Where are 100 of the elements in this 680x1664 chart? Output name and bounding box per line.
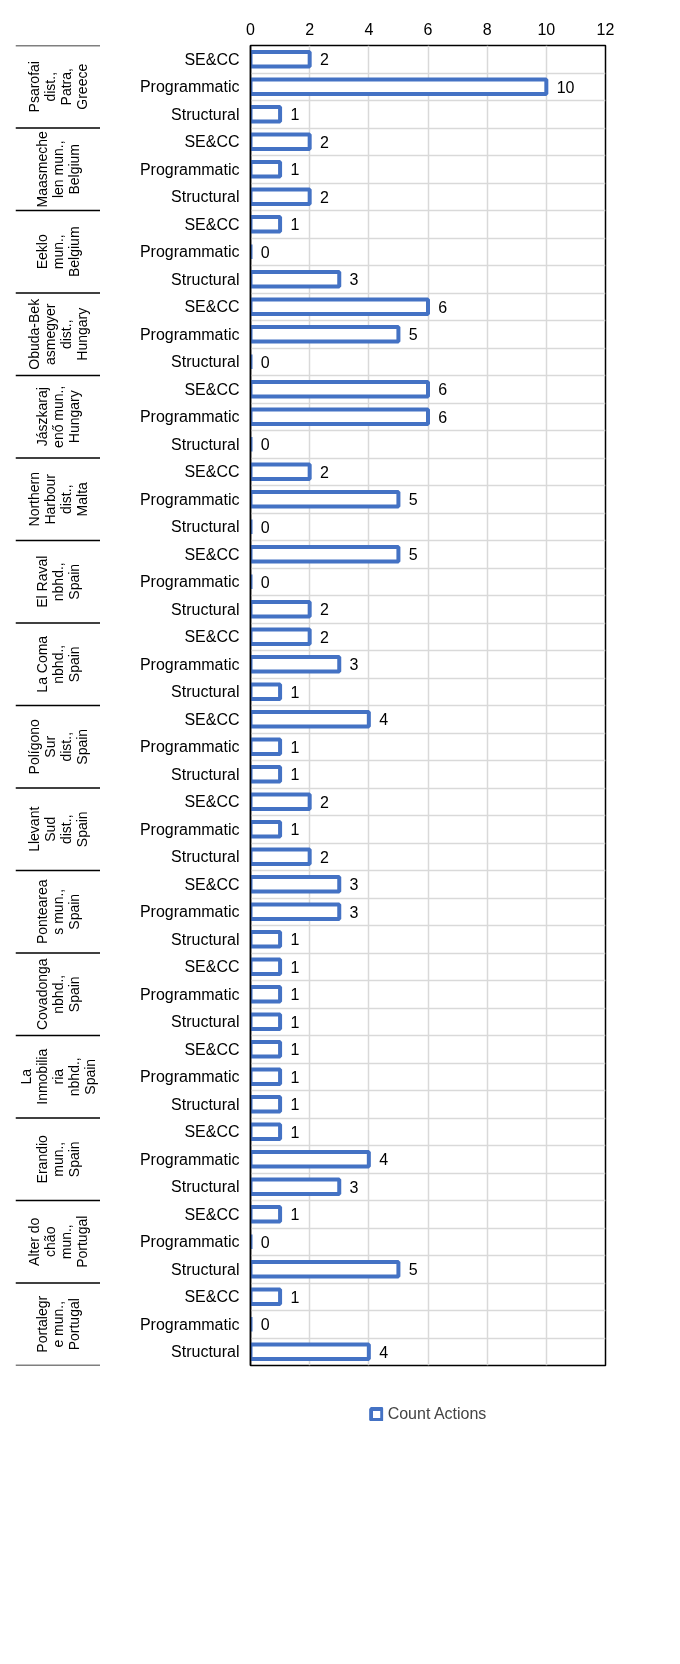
y-tick-label: Structural: [171, 1178, 240, 1196]
data-label: 2: [320, 601, 330, 619]
text: La Inmobiliaria nbhd., Spain: [18, 1048, 98, 1105]
y-tick-label: Programmatic: [139, 78, 240, 96]
data-label: 6: [438, 298, 448, 316]
data-label: 1: [290, 958, 300, 976]
x-tick-label: 8: [482, 20, 492, 38]
data-label: 0: [260, 353, 270, 371]
y-tick-label: Programmatic: [139, 160, 240, 178]
y-tick-label: Structural: [171, 1343, 240, 1361]
y-tick-label: SE&CC: [184, 1123, 240, 1141]
data-label: 0: [260, 518, 270, 536]
text: Covadonga nbhd., Spain: [34, 958, 82, 1031]
data-label: 6: [438, 381, 448, 399]
data-label: 0: [260, 436, 270, 454]
y-tick-label: Programmatic: [139, 985, 240, 1003]
data-label: 1: [290, 216, 300, 234]
data-label: 1: [290, 1206, 300, 1224]
text: Alter do chão mun., Portugal: [26, 1215, 90, 1268]
y-tick-label: Structural: [171, 1095, 240, 1113]
data-label: 1: [290, 766, 300, 784]
data-label: 1: [290, 1041, 300, 1059]
data-label: 1: [290, 1288, 300, 1306]
data-label: 1: [290, 821, 300, 839]
x-tick-label: 10: [537, 20, 556, 38]
x-tick-label: 2: [305, 20, 315, 38]
data-label: 0: [260, 243, 270, 261]
text: Ponteareas mun., Spain: [34, 879, 82, 945]
y-tick-label: SE&CC: [184, 1205, 240, 1223]
data-label: 0: [260, 573, 270, 591]
y-tick-label: SE&CC: [184, 50, 240, 68]
y-tick-label: Programmatic: [139, 1233, 240, 1251]
data-label: 4: [379, 711, 389, 729]
y-tick-label: SE&CC: [184, 1040, 240, 1058]
y-tick-label: Structural: [171, 1260, 240, 1278]
data-label: 3: [349, 656, 359, 674]
data-label: 5: [408, 326, 418, 344]
y-tick-label: Programmatic: [139, 1068, 240, 1086]
data-label: 1: [290, 683, 300, 701]
data-label: 3: [349, 1178, 359, 1196]
y-tick-label: Structural: [171, 848, 240, 866]
data-label: 1: [290, 161, 300, 179]
y-tick-label: Structural: [171, 765, 240, 783]
data-label: 1: [290, 931, 300, 949]
data-label: 3: [349, 876, 359, 894]
text: Erandio mun., Spain: [34, 1134, 82, 1184]
data-label: 5: [408, 1261, 418, 1279]
y-tick-label: Structural: [171, 353, 240, 371]
data-label: 2: [320, 188, 330, 206]
y-tick-label: Programmatic: [139, 573, 240, 591]
y-tick-label: Structural: [171, 600, 240, 618]
data-label: 5: [408, 546, 418, 564]
text: Jászkarajenő mun., Hungary: [34, 385, 82, 448]
y-tick-label: Structural: [171, 930, 240, 948]
y-tick-label: SE&CC: [184, 133, 240, 151]
text: Portalegre mun., Portugal: [34, 1295, 82, 1353]
y-tick-label: SE&CC: [184, 463, 240, 481]
data-label: 1: [290, 106, 300, 124]
data-label: 1: [290, 738, 300, 756]
data-label: 1: [290, 1096, 300, 1114]
y-tick-label: Structural: [171, 435, 240, 453]
y-tick-label: SE&CC: [184, 628, 240, 646]
data-label: 2: [320, 848, 330, 866]
data-label: 4: [379, 1343, 389, 1361]
y-tick-label: Programmatic: [139, 738, 240, 756]
data-label: 2: [320, 51, 330, 69]
y-tick-label: SE&CC: [184, 958, 240, 976]
data-label: 2: [320, 628, 330, 646]
y-tick-label: SE&CC: [184, 380, 240, 398]
x-tick-label: 12: [596, 20, 615, 38]
data-label: 2: [320, 133, 330, 151]
y-tick-label: SE&CC: [184, 545, 240, 563]
text: Polígono Sur dist., Spain: [26, 718, 90, 775]
text: Psarofai dist., Patra, Greece: [26, 61, 90, 113]
data-label: 1: [290, 1068, 300, 1086]
x-tick-label: 0: [246, 20, 256, 38]
y-tick-label: SE&CC: [184, 1288, 240, 1306]
text: Obuda-Bekasmegyer dist., Hungary: [26, 297, 90, 370]
data-label: 2: [320, 463, 330, 481]
y-tick-label: Programmatic: [139, 243, 240, 261]
data-label: 6: [438, 408, 448, 426]
text: Llevant Sud dist., Spain: [26, 806, 90, 852]
legend-label: Count Actions: [387, 1405, 487, 1423]
y-tick-label: SE&CC: [184, 298, 240, 316]
data-label: 4: [379, 1151, 389, 1169]
x-tick-label: 4: [364, 20, 374, 38]
data-label: 5: [408, 491, 418, 509]
text: La Coma nbhd., Spain: [34, 635, 82, 693]
y-tick-label: SE&CC: [184, 215, 240, 233]
y-tick-label: Programmatic: [139, 490, 240, 508]
y-tick-label: Structural: [171, 518, 240, 536]
y-tick-label: Programmatic: [139, 408, 240, 426]
y-tick-label: Structural: [171, 1013, 240, 1031]
text: Eeklo mun., Belgium: [34, 226, 82, 278]
data-label: 10: [556, 78, 575, 96]
data-label: 1: [290, 1013, 300, 1031]
y-tick-label: Structural: [171, 683, 240, 701]
text: Northern Harbour dist., Malta: [26, 472, 90, 527]
y-tick-label: Structural: [171, 105, 240, 123]
y-tick-label: Programmatic: [139, 1315, 240, 1333]
